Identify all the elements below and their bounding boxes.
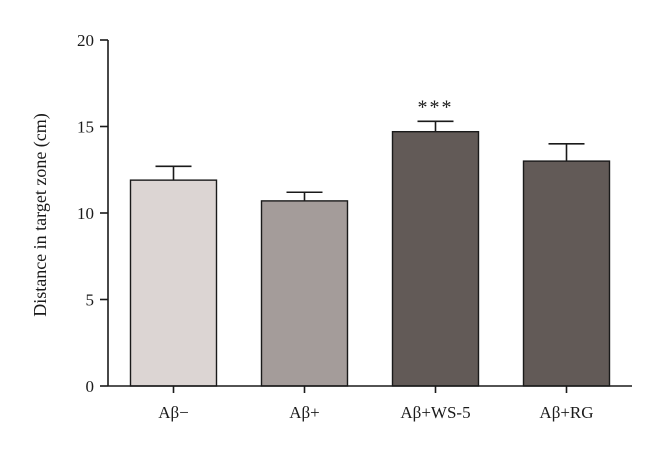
y-axis-label: Distance in target zone (cm) (30, 113, 51, 317)
bars-group (129, 130, 611, 387)
bar (129, 179, 218, 387)
y-axis-ticks: 0 5 10 15 20 (77, 31, 108, 396)
y-tick-label: 15 (77, 118, 94, 137)
bar (522, 160, 611, 387)
x-tick-label: Aβ+RG (539, 403, 593, 422)
x-tick-label: Aβ− (158, 403, 189, 422)
y-tick-label: 20 (77, 31, 94, 50)
error-bars-group (155, 120, 585, 201)
bar (391, 130, 480, 387)
bar (260, 200, 349, 387)
x-axis-ticks: Aβ− Aβ+ Aβ+WS-5 Aβ+RG (158, 386, 594, 422)
x-tick-label: Aβ+ (289, 403, 320, 422)
annotations-group: *** (418, 96, 454, 118)
y-tick-label: 0 (86, 377, 95, 396)
y-tick-label: 5 (86, 291, 95, 310)
x-tick-label: Aβ+WS-5 (400, 403, 470, 422)
significance-label: *** (418, 96, 454, 118)
y-tick-label: 10 (77, 204, 94, 223)
